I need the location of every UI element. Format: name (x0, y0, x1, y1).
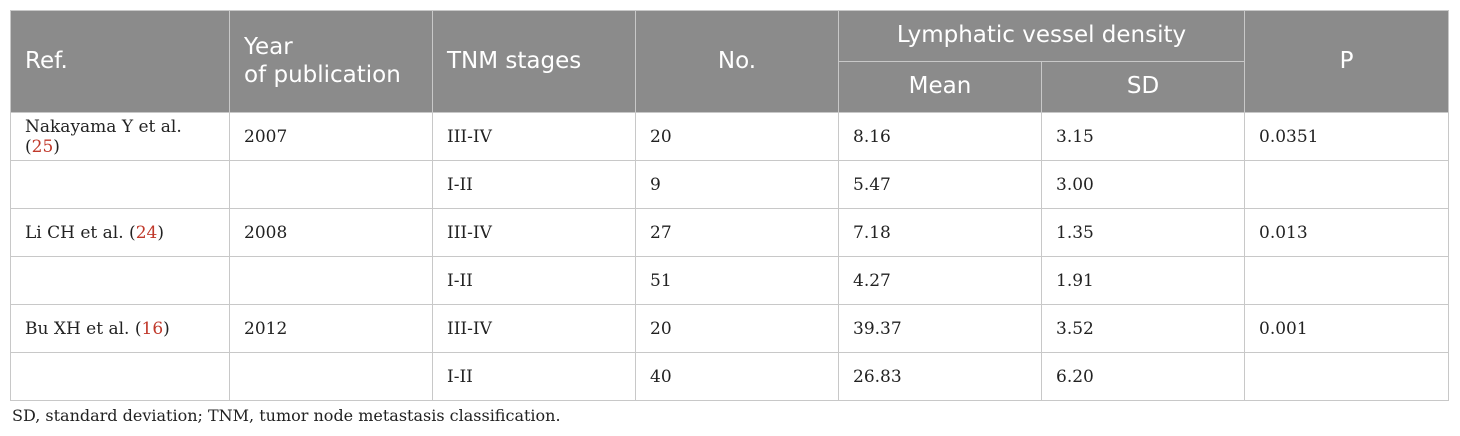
ref-text: Nakayama Y et al. ( (25, 116, 182, 157)
table-row: I-II 9 5.47 3.00 (10, 160, 1450, 209)
cell-year: 2012 (229, 304, 433, 353)
cell-no: 20 (635, 112, 839, 161)
cell-sd: 3.00 (1040, 160, 1246, 209)
cell-no: 51 (635, 256, 839, 305)
cell-mean: 8.16 (838, 112, 1042, 161)
ref-link[interactable]: 16 (141, 318, 164, 339)
cell-ref (10, 352, 230, 401)
cell-sd: 1.91 (1040, 256, 1246, 305)
cell-stage: III-IV (432, 208, 636, 257)
cell-stage: I-II (432, 256, 636, 305)
ref-text: Li CH et al. ( (25, 222, 136, 243)
cell-mean: 26.83 (838, 352, 1042, 401)
header-sd: SD (1040, 61, 1246, 113)
cell-ref: Li CH et al. (24) (10, 208, 230, 257)
header-p: P (1244, 10, 1450, 113)
cell-sd: 6.20 (1040, 352, 1246, 401)
cell-p: 0.001 (1244, 304, 1450, 353)
cell-ref: Bu XH et al. (16) (10, 304, 230, 353)
cell-sd: 3.52 (1040, 304, 1246, 353)
cell-stage: III-IV (432, 304, 636, 353)
cell-ref: Nakayama Y et al. (25) (10, 112, 230, 161)
cell-mean: 4.27 (838, 256, 1042, 305)
cell-year (229, 160, 433, 209)
cell-ref (10, 160, 230, 209)
header-year-line1: Year (244, 33, 293, 60)
cell-year (229, 352, 433, 401)
table-row: Li CH et al. (24) 2008 III-IV 27 7.18 1.… (10, 208, 1450, 257)
table-row: I-II 40 26.83 6.20 (10, 352, 1450, 401)
cell-stage: I-II (432, 160, 636, 209)
cell-no: 27 (635, 208, 839, 257)
ref-close: ) (157, 222, 164, 243)
header-lvd: Lymphatic vessel density (837, 10, 1246, 62)
ref-link[interactable]: 24 (135, 222, 158, 243)
table-row: Nakayama Y et al. (25) 2007 III-IV 20 8.… (10, 112, 1450, 161)
cell-year: 2008 (229, 208, 433, 257)
cell-p (1244, 160, 1450, 209)
header-mean: Mean (838, 61, 1042, 113)
cell-mean: 39.37 (838, 304, 1042, 353)
header-ref: Ref. (10, 10, 230, 113)
cell-stage: I-II (432, 352, 636, 401)
cell-p: 0.013 (1244, 208, 1450, 257)
cell-sd: 3.15 (1040, 112, 1246, 161)
header-year-line2: of publication (244, 61, 401, 88)
cell-mean: 7.18 (838, 208, 1042, 257)
ref-link[interactable]: 25 (31, 136, 54, 157)
cell-no: 9 (635, 160, 839, 209)
data-table: Ref. Year of publication TNM stages No. … (10, 10, 1450, 401)
ref-close: ) (163, 318, 170, 339)
cell-no: 40 (635, 352, 839, 401)
cell-sd: 1.35 (1040, 208, 1246, 257)
cell-year: 2007 (229, 112, 433, 161)
ref-text: Bu XH et al. ( (25, 318, 142, 339)
cell-stage: III-IV (432, 112, 636, 161)
header-year: Year of publication (229, 10, 433, 113)
cell-mean: 5.47 (838, 160, 1042, 209)
cell-no: 20 (635, 304, 839, 353)
ref-close: ) (53, 136, 60, 157)
cell-year (229, 256, 433, 305)
cell-p (1244, 352, 1450, 401)
table-footnote: SD, standard deviation; TNM, tumor node … (12, 406, 561, 425)
cell-ref (10, 256, 230, 305)
header-tnm: TNM stages (432, 10, 636, 113)
table-row: Bu XH et al. (16) 2012 III-IV 20 39.37 3… (10, 304, 1450, 353)
cell-p: 0.0351 (1244, 112, 1450, 161)
data-table-container: Ref. Year of publication TNM stages No. … (10, 10, 1450, 401)
cell-p (1244, 256, 1450, 305)
header-no: No. (635, 10, 839, 113)
table-row: I-II 51 4.27 1.91 (10, 256, 1450, 305)
table-body: Nakayama Y et al. (25) 2007 III-IV 20 8.… (10, 112, 1450, 401)
table-header: Ref. Year of publication TNM stages No. … (10, 10, 1450, 113)
